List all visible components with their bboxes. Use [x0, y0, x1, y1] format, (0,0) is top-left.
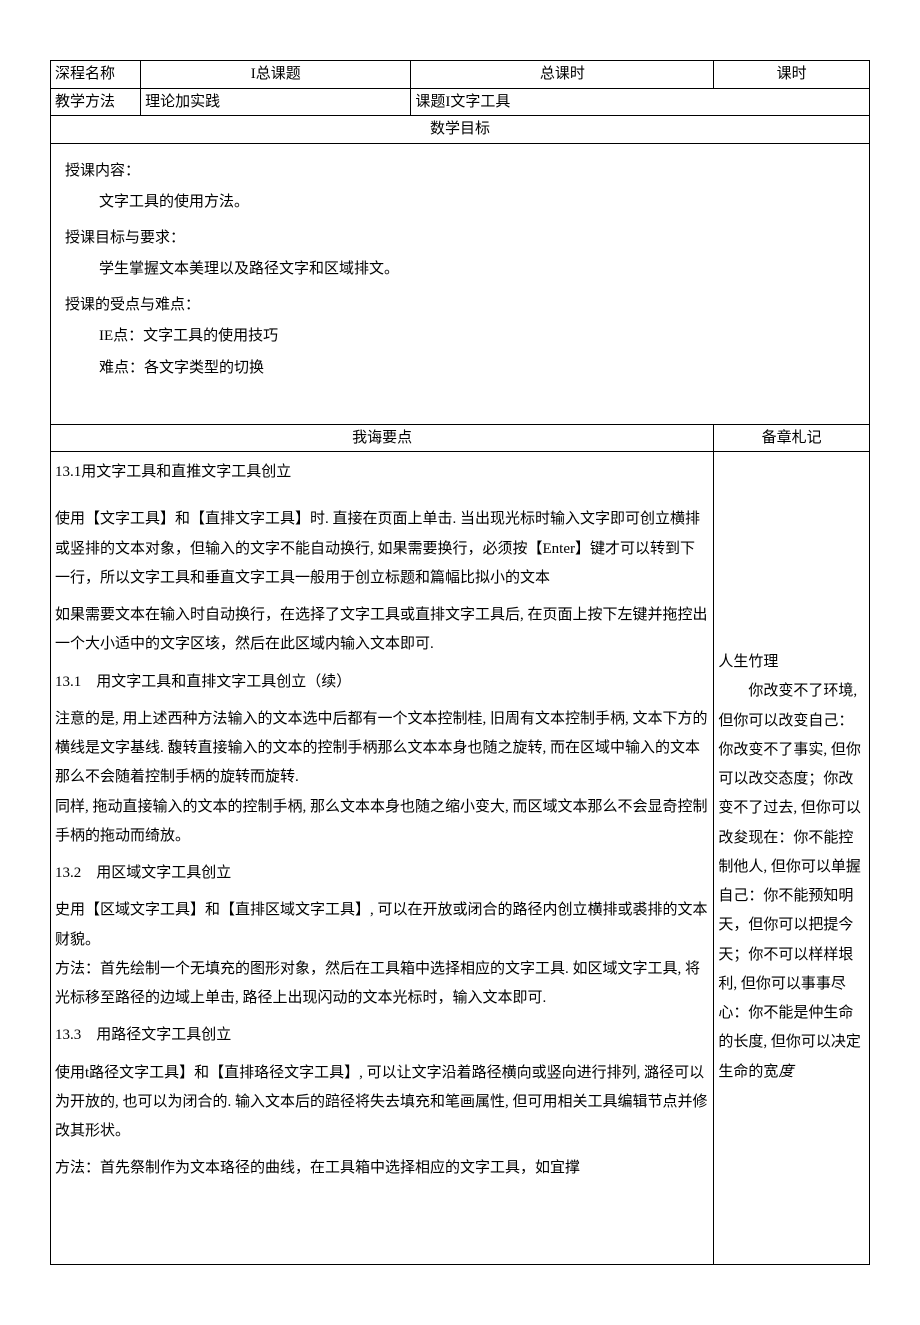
header-row-3: 数学目标	[51, 116, 870, 144]
header-row-1: 深程名称 I总课题 总课时 课时	[51, 61, 870, 89]
cell-topic-value: 课题I文字工具	[411, 88, 870, 116]
notes-body: 你改变不了环境, 但你可以改变自己：你改变不了事实, 但你可以改交态度；你改变不…	[718, 677, 865, 1087]
section-13-2-heading: 13.2 用区域文字工具创立	[55, 859, 709, 888]
cell-general-topic: I总课题	[141, 61, 411, 89]
lesson-plan-table: 深程名称 I总课题 总课时 课时 教学方法 理论加实践 课题I文字工具 数学目标…	[50, 60, 870, 1265]
notes-body-last: 度	[778, 1064, 793, 1080]
obj-goal-heading: 授课目标与要求：	[65, 223, 855, 255]
obj-keypoint-2: 难点：各文字类型的切换	[65, 353, 855, 385]
obj-content-heading: 授课内容：	[65, 156, 855, 188]
objectives-cell: 授课内容： 文字工具的使用方法。 授课目标与要求： 学生掌握文本美理以及路径文字…	[51, 143, 870, 424]
main-content-cell: 13.1用文字工具和直推文字工具创立 使用【文字工具】和【直排文字工具】时. 直…	[51, 452, 714, 1265]
section-13-3-heading: 13.3 用路径文字工具创立	[55, 1021, 709, 1050]
section-13-1-cont-heading: 13.1 用文字工具和直排文字工具创立（续）	[55, 668, 709, 697]
obj-goal-body: 学生掌握文本美理以及路径文字和区域排文。	[65, 254, 855, 286]
cell-method-label: 教学方法	[51, 88, 141, 116]
cell-method-value: 理论加实践	[141, 88, 411, 116]
columns-header-row: 我诲要点 备章札记	[51, 424, 870, 452]
obj-content-body: 文字工具的使用方法。	[65, 187, 855, 219]
notes-header: 备章札记	[714, 424, 870, 452]
header-row-2: 教学方法 理论加实践 课题I文字工具	[51, 88, 870, 116]
para-8: 方法：首先祭制作为文本珞径的曲线，在工具箱中选择相应的文字工具，如宜撑	[55, 1154, 709, 1183]
para-5: 史用【区域文字工具】和【直排区域文字工具】, 可以在开放或闭合的路径内创立横排或…	[55, 896, 709, 955]
para-7: 使用t路径文字工具】和【直排珞径文字工具】, 可以让文字沿着路径横向或竖向进行排…	[55, 1059, 709, 1147]
obj-keypoint-1: IE点：文字工具的使用技巧	[65, 321, 855, 353]
obj-keypoint-heading: 授课的受点与难点：	[65, 290, 855, 322]
main-points-header: 我诲要点	[51, 424, 714, 452]
cell-hours: 课时	[714, 61, 870, 89]
para-4: 同样, 拖动直接输入的文本的控制手柄, 那么文本本身也随之缩小变大, 而区域文本…	[55, 793, 709, 852]
para-2: 如果需要文本在输入时自动换行，在选择了文字工具或直排文字工具后, 在页面上按下左…	[55, 601, 709, 660]
cell-course-name-label: 深程名称	[51, 61, 141, 89]
para-3: 注意的是, 用上述西种方法输入的文本选中后都有一个文本控制桂, 旧周有文本控制手…	[55, 705, 709, 793]
objectives-row: 授课内容： 文字工具的使用方法。 授课目标与要求： 学生掌握文本美理以及路径文字…	[51, 143, 870, 424]
content-row: 13.1用文字工具和直推文字工具创立 使用【文字工具】和【直排文字工具】时. 直…	[51, 452, 870, 1265]
notes-cell: 人生竹理 你改变不了环境, 但你可以改变自己：你改变不了事实, 但你可以改交态度…	[714, 452, 870, 1265]
section-13-1-heading: 13.1用文字工具和直推文字工具创立	[55, 458, 709, 487]
notes-title: 人生竹理	[718, 648, 865, 677]
para-1: 使用【文字工具】和【直排文字工具】时. 直接在页面上单击. 当出现光标时输入文字…	[55, 505, 709, 593]
notes-body-text: 你改变不了环境, 但你可以改变自己：你改变不了事实, 但你可以改交态度；你改变不…	[718, 683, 861, 1079]
cell-objective-header: 数学目标	[51, 116, 870, 144]
cell-total-hours: 总课时	[411, 61, 714, 89]
para-6: 方法：首先绘制一个无填充的图形对象，然后在工具箱中选择相应的文字工具. 如区域文…	[55, 955, 709, 1014]
